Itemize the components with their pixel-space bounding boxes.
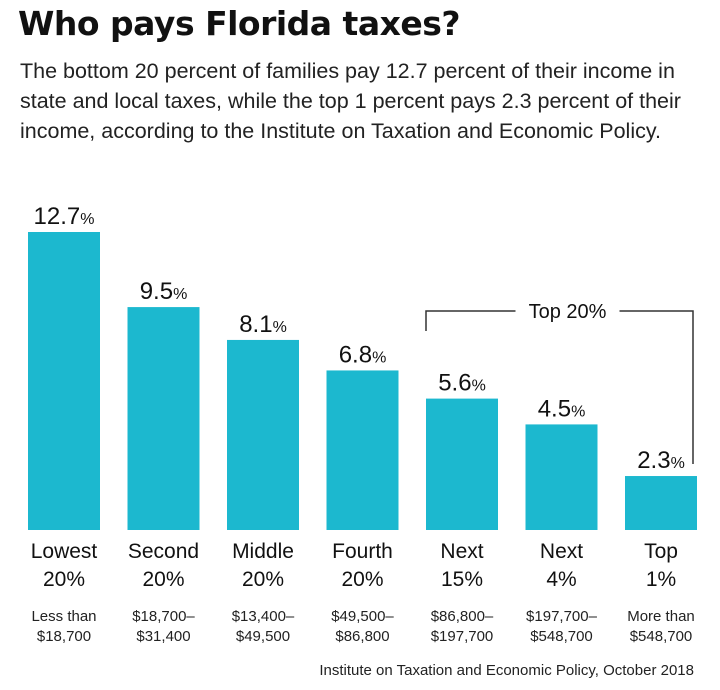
income-range-label: $49,500	[236, 628, 290, 645]
category-label: Fourth	[332, 540, 393, 563]
income-range-label: $197,700–	[526, 608, 598, 625]
bar	[625, 476, 697, 530]
income-range-label: $31,400	[136, 628, 190, 645]
source-note: Institute on Taxation and Economic Polic…	[319, 662, 694, 679]
income-range-label: $86,800	[335, 628, 389, 645]
bar	[127, 307, 200, 530]
category-sublabel: 20%	[142, 568, 184, 591]
value-label: 12.7%	[34, 203, 95, 230]
category-sublabel: 15%	[441, 568, 483, 591]
category-sublabel: 1%	[646, 568, 676, 591]
income-range-label: $548,700	[630, 628, 693, 645]
income-range-label: $86,800–	[431, 608, 494, 625]
value-label: 2.3%	[637, 447, 685, 474]
value-label: 5.6%	[438, 370, 486, 397]
income-range-label: $49,500–	[331, 608, 394, 625]
income-range-label: $548,700	[530, 628, 593, 645]
bracket-label: Top 20%	[529, 301, 607, 323]
category-sublabel: 4%	[546, 568, 576, 591]
category-label: Second	[128, 540, 199, 563]
income-range-label: $18,700	[37, 628, 91, 645]
bracket-line-right	[619, 310, 694, 465]
bar	[227, 339, 299, 530]
value-label: 4.5%	[538, 395, 586, 422]
bar	[525, 424, 598, 530]
income-range-label: $197,700	[431, 628, 494, 645]
bar	[28, 232, 100, 530]
income-range-label: Less than	[31, 608, 96, 625]
category-label: Top	[644, 540, 678, 563]
income-range-label: $18,700–	[132, 608, 195, 625]
bar	[326, 370, 399, 530]
income-range-label: More than	[627, 608, 695, 625]
category-sublabel: 20%	[341, 568, 383, 591]
income-range-label: $13,400–	[232, 608, 295, 625]
chart-title: Who pays Florida taxes?	[18, 4, 461, 43]
category-sublabel: 20%	[242, 568, 284, 591]
category-label: Lowest	[31, 540, 98, 563]
category-label: Next	[440, 540, 483, 563]
category-label: Next	[540, 540, 583, 563]
bar	[426, 398, 498, 530]
value-label: 8.1%	[239, 311, 287, 338]
category-sublabel: 20%	[43, 568, 85, 591]
value-label: 6.8%	[339, 341, 387, 368]
chart-subtitle: The bottom 20 percent of families pay 12…	[20, 59, 681, 143]
bracket-line-left	[425, 310, 516, 331]
category-label: Middle	[232, 540, 294, 563]
value-label: 9.5%	[140, 278, 188, 305]
